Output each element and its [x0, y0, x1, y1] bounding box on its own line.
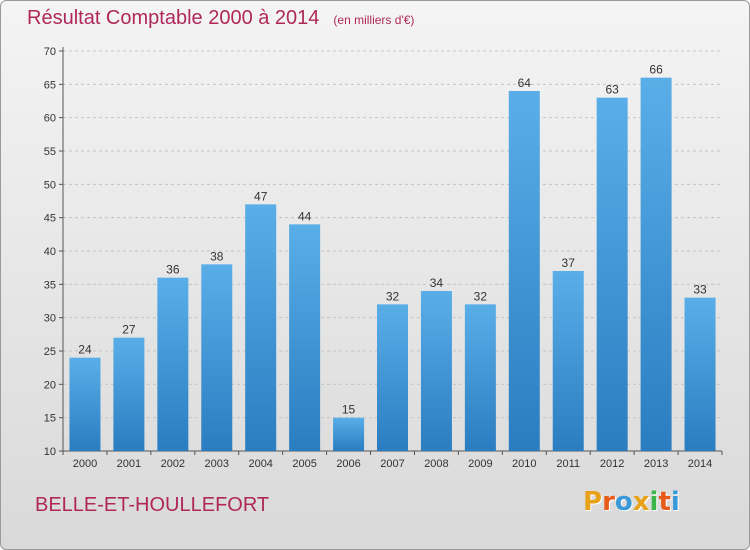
- y-tick-label: 60: [44, 113, 56, 125]
- bar-2013: [640, 77, 672, 452]
- bar-2003: [201, 264, 233, 451]
- bar-2010: [508, 91, 540, 451]
- value-label: 36: [166, 263, 180, 277]
- y-tick-label: 50: [44, 179, 56, 191]
- bar-2000: [69, 357, 101, 451]
- value-label: 32: [474, 289, 488, 303]
- x-tick-label: 2003: [205, 458, 229, 470]
- logo-letter: i: [670, 487, 680, 517]
- bar-2007: [377, 304, 408, 451]
- proxiti-logo: Proxiti: [583, 487, 680, 523]
- value-label: 64: [518, 76, 532, 90]
- y-tick-label: 65: [44, 79, 56, 91]
- value-label: 38: [210, 249, 224, 263]
- bar-2009: [464, 304, 496, 451]
- y-tick-label: 25: [44, 346, 56, 358]
- chart-title: Résultat Comptable 2000 à 2014 (en milli…: [27, 7, 414, 30]
- x-tick-label: 2005: [292, 458, 316, 470]
- value-labels: 24 27 36 38 47 44 15 32 34 32 64 37 63 66 33: [78, 63, 707, 417]
- value-label: 37: [562, 256, 576, 270]
- value-label: 32: [386, 289, 400, 303]
- bar-2001: [113, 337, 145, 451]
- x-tick-label: 2010: [512, 458, 536, 470]
- x-tick-label: 2000: [73, 458, 97, 470]
- bar-2011: [552, 271, 584, 451]
- chart-title-main: Résultat Comptable 2000 à 2014: [27, 7, 320, 29]
- x-tick-label: 2007: [380, 458, 404, 470]
- logo-letter: o: [614, 487, 633, 517]
- x-tick-label: 2006: [336, 458, 360, 470]
- axes: 10 15 20 25 30 35 40 45 50 55 60 65 70 2000 2001 2002 20…: [44, 46, 723, 470]
- value-label: 44: [298, 209, 312, 223]
- value-label: 27: [122, 323, 136, 337]
- x-tick-label: 2009: [468, 458, 492, 470]
- bar-2008: [420, 291, 452, 451]
- logo-letter: r: [602, 487, 615, 517]
- x-tick-label: 2012: [600, 458, 624, 470]
- value-label: 47: [254, 189, 268, 203]
- y-tick-label: 55: [44, 146, 56, 158]
- value-label: 63: [605, 83, 619, 97]
- commune-name: BELLE-ET-HOULLEFORT: [35, 494, 270, 516]
- y-tick-label: 15: [44, 413, 56, 425]
- bar-2012: [596, 97, 628, 452]
- value-label: 15: [342, 403, 356, 417]
- x-tick-label: 2004: [248, 458, 272, 470]
- value-label: 66: [649, 63, 663, 77]
- y-tick-label: 35: [44, 279, 56, 291]
- x-tick-label: 2008: [424, 458, 448, 470]
- value-label: 33: [693, 283, 707, 297]
- y-tick-label: 30: [44, 313, 56, 325]
- y-tick-label: 45: [44, 213, 56, 225]
- logo-letter: P: [583, 487, 603, 517]
- y-tick-label: 40: [44, 246, 56, 258]
- y-tick-label: 70: [44, 46, 56, 58]
- y-tick-label: 10: [44, 446, 56, 458]
- bar-2006: [333, 417, 365, 451]
- logo-letter: x: [632, 487, 650, 517]
- x-tick-label: 2002: [161, 458, 185, 470]
- bar-2005: [289, 224, 321, 451]
- logo-letter: i: [649, 487, 659, 517]
- bar-2004: [245, 204, 277, 451]
- value-label: 34: [430, 276, 444, 290]
- bar-2014: [684, 297, 716, 451]
- x-tick-label: 2001: [117, 458, 141, 470]
- chart-title-unit: (en milliers d'€): [333, 13, 415, 27]
- value-label: 24: [78, 343, 92, 357]
- x-tick-label: 2011: [556, 458, 580, 470]
- x-tick-label: 2014: [688, 458, 712, 470]
- logo-letter: t: [658, 487, 671, 517]
- x-tick-label: 2013: [644, 458, 668, 470]
- bars: [69, 77, 716, 452]
- bar-2002: [157, 277, 189, 451]
- y-tick-label: 20: [44, 379, 56, 391]
